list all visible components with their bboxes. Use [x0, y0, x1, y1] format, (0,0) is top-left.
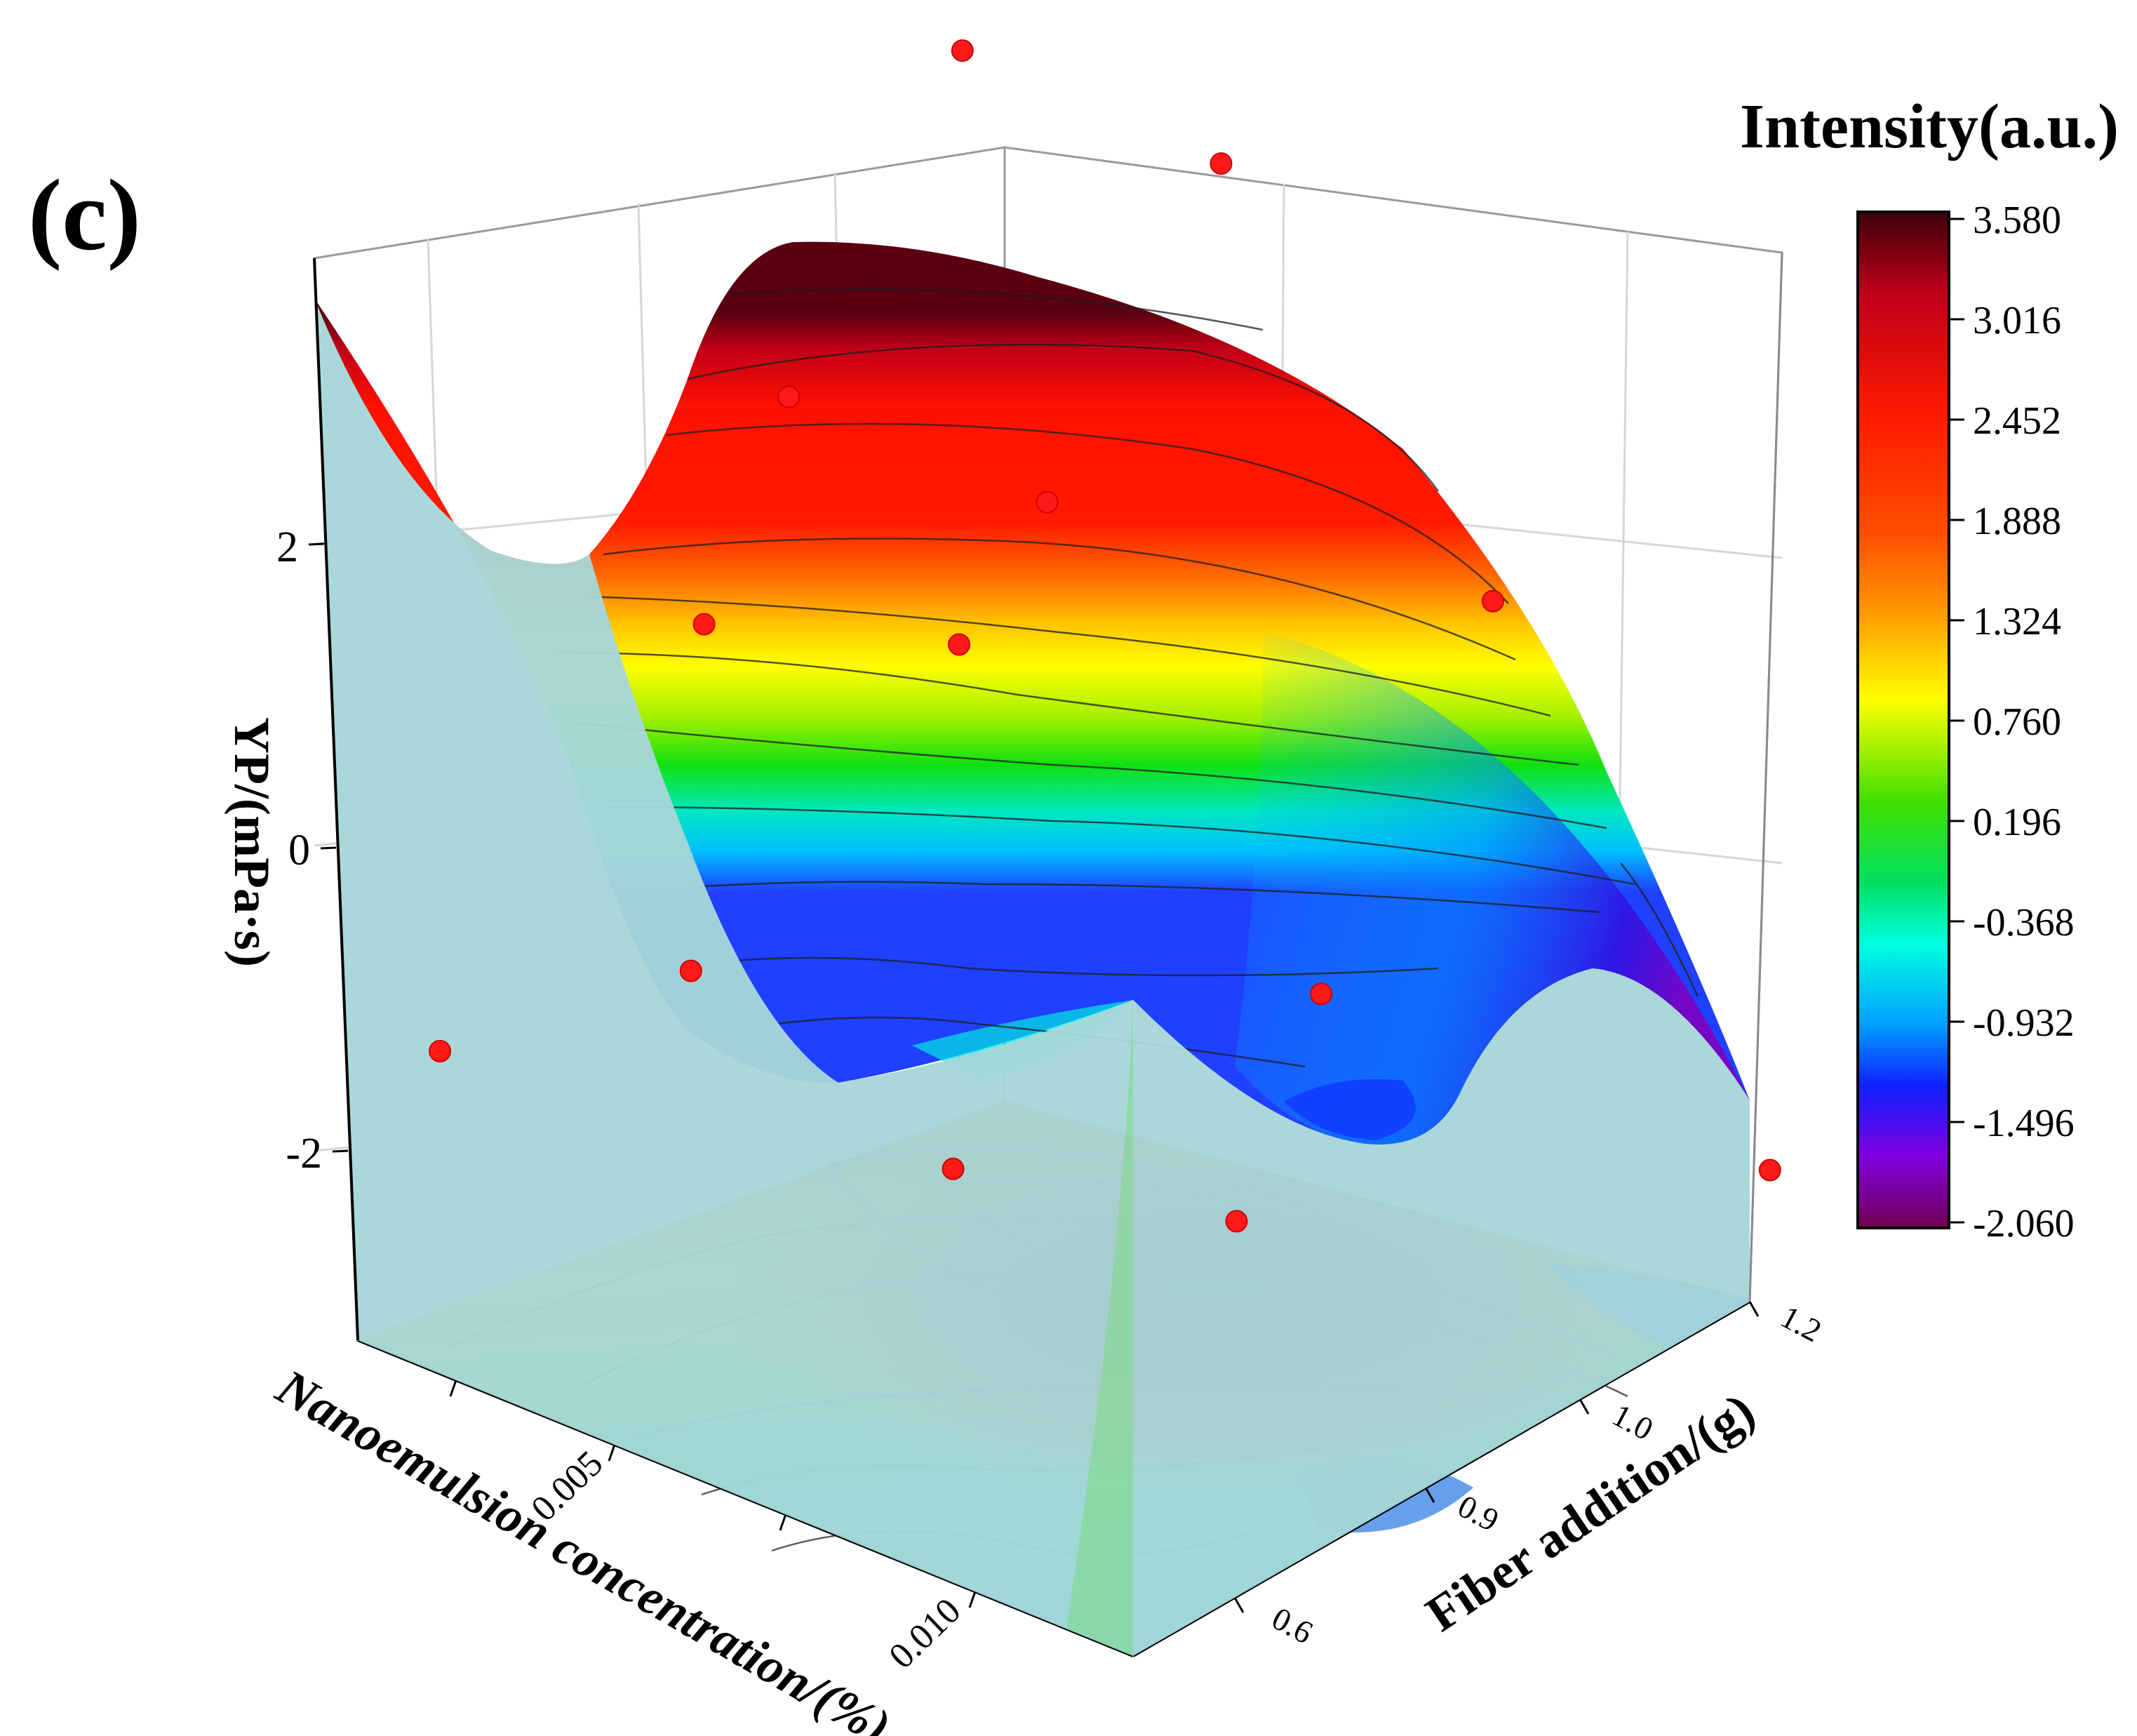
z-axis: 2 0 -2 YP/(mPa·s) — [224, 258, 359, 1341]
z-tick: 0 — [288, 827, 310, 874]
floor-ticks — [449, 1301, 1760, 1613]
z-tick: 2 — [276, 523, 298, 571]
data-point — [692, 613, 716, 636]
data-point — [679, 959, 702, 982]
z-tick: -2 — [286, 1130, 322, 1177]
colorbar-tick-label: -0.368 — [1973, 901, 2075, 944]
colorbar-ticks: 3.580 3.016 2.452 1.888 1.324 0.760 0.196 -0.36… — [1949, 199, 2075, 1246]
colorbar-tick-label: 1.888 — [1973, 500, 2061, 543]
front-walls — [314, 298, 1750, 1656]
data-point — [1036, 490, 1059, 514]
colorbar-tick-label: 0.760 — [1973, 700, 2061, 744]
colorbar: Intensity(a.u.) 3.580 3.016 2.452 1.888 1.32… — [1740, 92, 2119, 1246]
colorbar-gradient — [1856, 211, 1950, 1229]
data-point — [1225, 1210, 1248, 1233]
data-point — [1210, 152, 1233, 175]
data-point — [1310, 982, 1333, 1006]
data-point — [948, 633, 971, 656]
z-axis-label: YP/(mPa·s) — [224, 717, 280, 967]
data-point — [777, 385, 800, 408]
colorbar-tick-label: 3.016 — [1973, 299, 2061, 342]
y-tick: 1.2 — [1775, 1298, 1828, 1349]
colorbar-tick-label: 1.324 — [1973, 600, 2061, 643]
data-point — [1758, 1159, 1781, 1182]
data-point — [951, 39, 974, 62]
y-tick: 0.6 — [1266, 1600, 1319, 1650]
colorbar-tick-label: -2.060 — [1973, 1202, 2075, 1246]
data-points — [429, 39, 1781, 1233]
colorbar-tick-label: 2.452 — [1973, 399, 2061, 443]
data-point — [429, 1040, 452, 1062]
colorbar-title: Intensity(a.u.) — [1740, 92, 2119, 161]
colorbar-tick-label: 3.580 — [1973, 199, 2061, 242]
panel-label: (c) — [28, 159, 141, 272]
data-point — [942, 1157, 965, 1180]
colorbar-tick-label: 0.196 — [1973, 801, 2061, 844]
colorbar-tick-label: -0.932 — [1973, 1001, 2075, 1045]
colorbar-tick-label: -1.496 — [1973, 1102, 2075, 1145]
data-point — [1481, 589, 1504, 613]
x-tick: 0.010 — [882, 1591, 969, 1676]
